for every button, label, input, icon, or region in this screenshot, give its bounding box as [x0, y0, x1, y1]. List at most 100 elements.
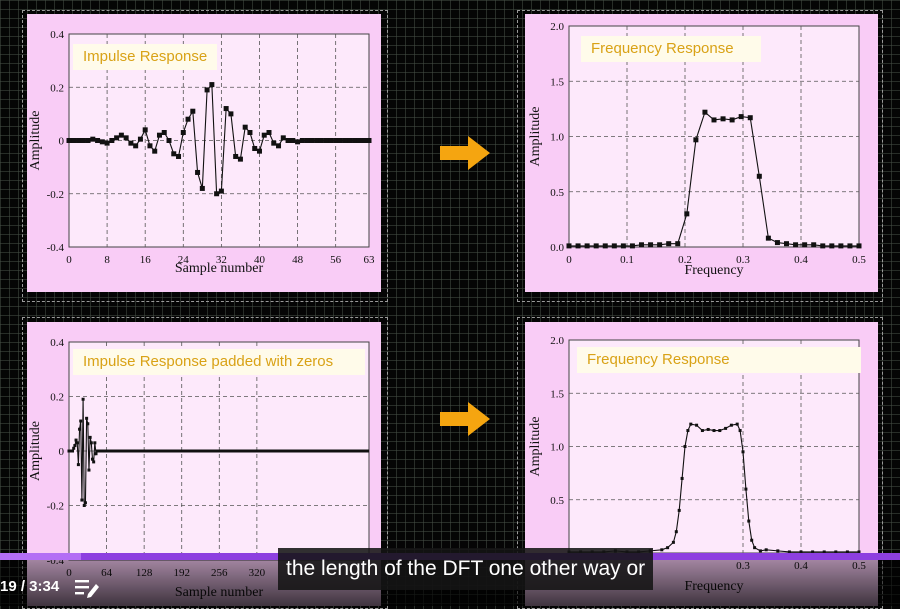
data-point — [228, 111, 233, 116]
data-point — [739, 429, 742, 432]
panel-title-frequency-response-padded: Frequency Response — [577, 347, 861, 373]
data-point — [666, 546, 669, 549]
y-tick-label: -0.2 — [47, 189, 64, 201]
data-point — [87, 469, 90, 472]
data-point — [171, 151, 176, 156]
data-point — [775, 240, 780, 245]
data-point — [128, 141, 133, 146]
data-point — [271, 141, 276, 146]
data-point — [718, 429, 721, 432]
data-point — [147, 143, 152, 148]
data-point — [104, 450, 107, 453]
data-point — [693, 137, 698, 142]
data-point — [90, 441, 93, 444]
data-point — [138, 137, 143, 142]
x-tick-label: 0.1 — [620, 254, 634, 266]
data-point — [707, 428, 710, 431]
x-tick-label: 0 — [566, 254, 572, 266]
data-point — [702, 110, 707, 115]
panel-title-frequency-response: Frequency Response — [581, 36, 761, 62]
data-point — [162, 130, 167, 135]
data-point — [730, 424, 733, 427]
data-point — [176, 154, 181, 159]
x-tick-label: 16 — [140, 254, 152, 266]
data-point — [744, 488, 747, 491]
data-point — [75, 439, 78, 442]
video-time: 19 / 3:34 — [0, 578, 59, 595]
data-point — [686, 429, 689, 432]
data-point — [689, 423, 692, 426]
data-point — [657, 242, 662, 247]
data-point — [324, 138, 329, 143]
data-point — [124, 135, 129, 140]
video-caption: the length of the DFT one other way or — [278, 548, 653, 590]
data-point — [109, 138, 114, 143]
data-point — [672, 541, 675, 544]
data-point — [748, 115, 753, 120]
x-tick-label: 56 — [330, 254, 342, 266]
data-point — [675, 530, 678, 533]
data-point — [736, 423, 739, 426]
data-point — [95, 138, 100, 143]
data-point — [86, 138, 91, 143]
arrow-right-icon-bottom — [440, 402, 490, 436]
data-point — [209, 82, 214, 87]
data-point — [186, 117, 191, 122]
data-point — [701, 429, 704, 432]
data-point — [343, 138, 348, 143]
data-point — [724, 427, 727, 430]
data-point — [79, 420, 82, 423]
data-point — [73, 444, 76, 447]
y-tick-label: 0.2 — [50, 392, 64, 404]
data-point — [829, 243, 834, 248]
data-point — [847, 243, 852, 248]
y-tick-label: 0.4 — [50, 337, 64, 349]
data-point — [286, 138, 291, 143]
data-point — [721, 116, 726, 121]
data-point — [811, 242, 816, 247]
data-point — [84, 501, 87, 504]
data-point — [190, 109, 195, 114]
data-point — [639, 242, 644, 247]
data-point — [281, 135, 286, 140]
data-point — [314, 138, 319, 143]
panel-title-impulse-padded: Impulse Response padded with zeros — [73, 349, 365, 375]
y-tick-label: -0.4 — [47, 242, 65, 254]
data-point — [630, 243, 635, 248]
y-axis-label: Amplitude — [528, 417, 543, 477]
data-point — [92, 460, 95, 463]
data-point — [214, 191, 219, 196]
x-tick-label: 0 — [66, 254, 72, 266]
x-tick-label: 8 — [104, 254, 110, 266]
data-point — [224, 106, 229, 111]
data-point — [603, 243, 608, 248]
data-point — [91, 458, 94, 461]
data-point — [776, 549, 779, 552]
data-point — [333, 138, 338, 143]
data-point — [95, 452, 98, 455]
data-point — [666, 241, 671, 246]
data-point — [78, 428, 81, 431]
data-point — [205, 87, 210, 92]
data-point — [576, 243, 581, 248]
panel-frequency-response: 0 0.1 0.2 0.3 0.4 0.5 0.0 0.5 1.0 1.5 2.0 Frequency… — [525, 14, 878, 292]
data-point — [660, 548, 663, 551]
video-progress-played — [0, 553, 81, 560]
data-point — [143, 127, 148, 132]
data-point — [247, 130, 252, 135]
data-point — [742, 450, 745, 453]
data-point — [76, 441, 79, 444]
x-tick-label: 63 — [364, 254, 376, 266]
y-tick-label: 1.0 — [550, 442, 564, 454]
data-point — [766, 236, 771, 241]
y-tick-label: 1.5 — [550, 388, 564, 400]
arrow-right-icon-top — [440, 136, 490, 170]
chapters-icon[interactable] — [74, 576, 100, 598]
data-point — [648, 242, 653, 247]
data-point — [367, 138, 372, 143]
x-axis-label: Sample number — [175, 261, 264, 276]
data-point — [71, 138, 76, 143]
data-point — [219, 189, 224, 194]
data-point — [319, 138, 324, 143]
y-tick-label: 1.0 — [550, 132, 564, 144]
